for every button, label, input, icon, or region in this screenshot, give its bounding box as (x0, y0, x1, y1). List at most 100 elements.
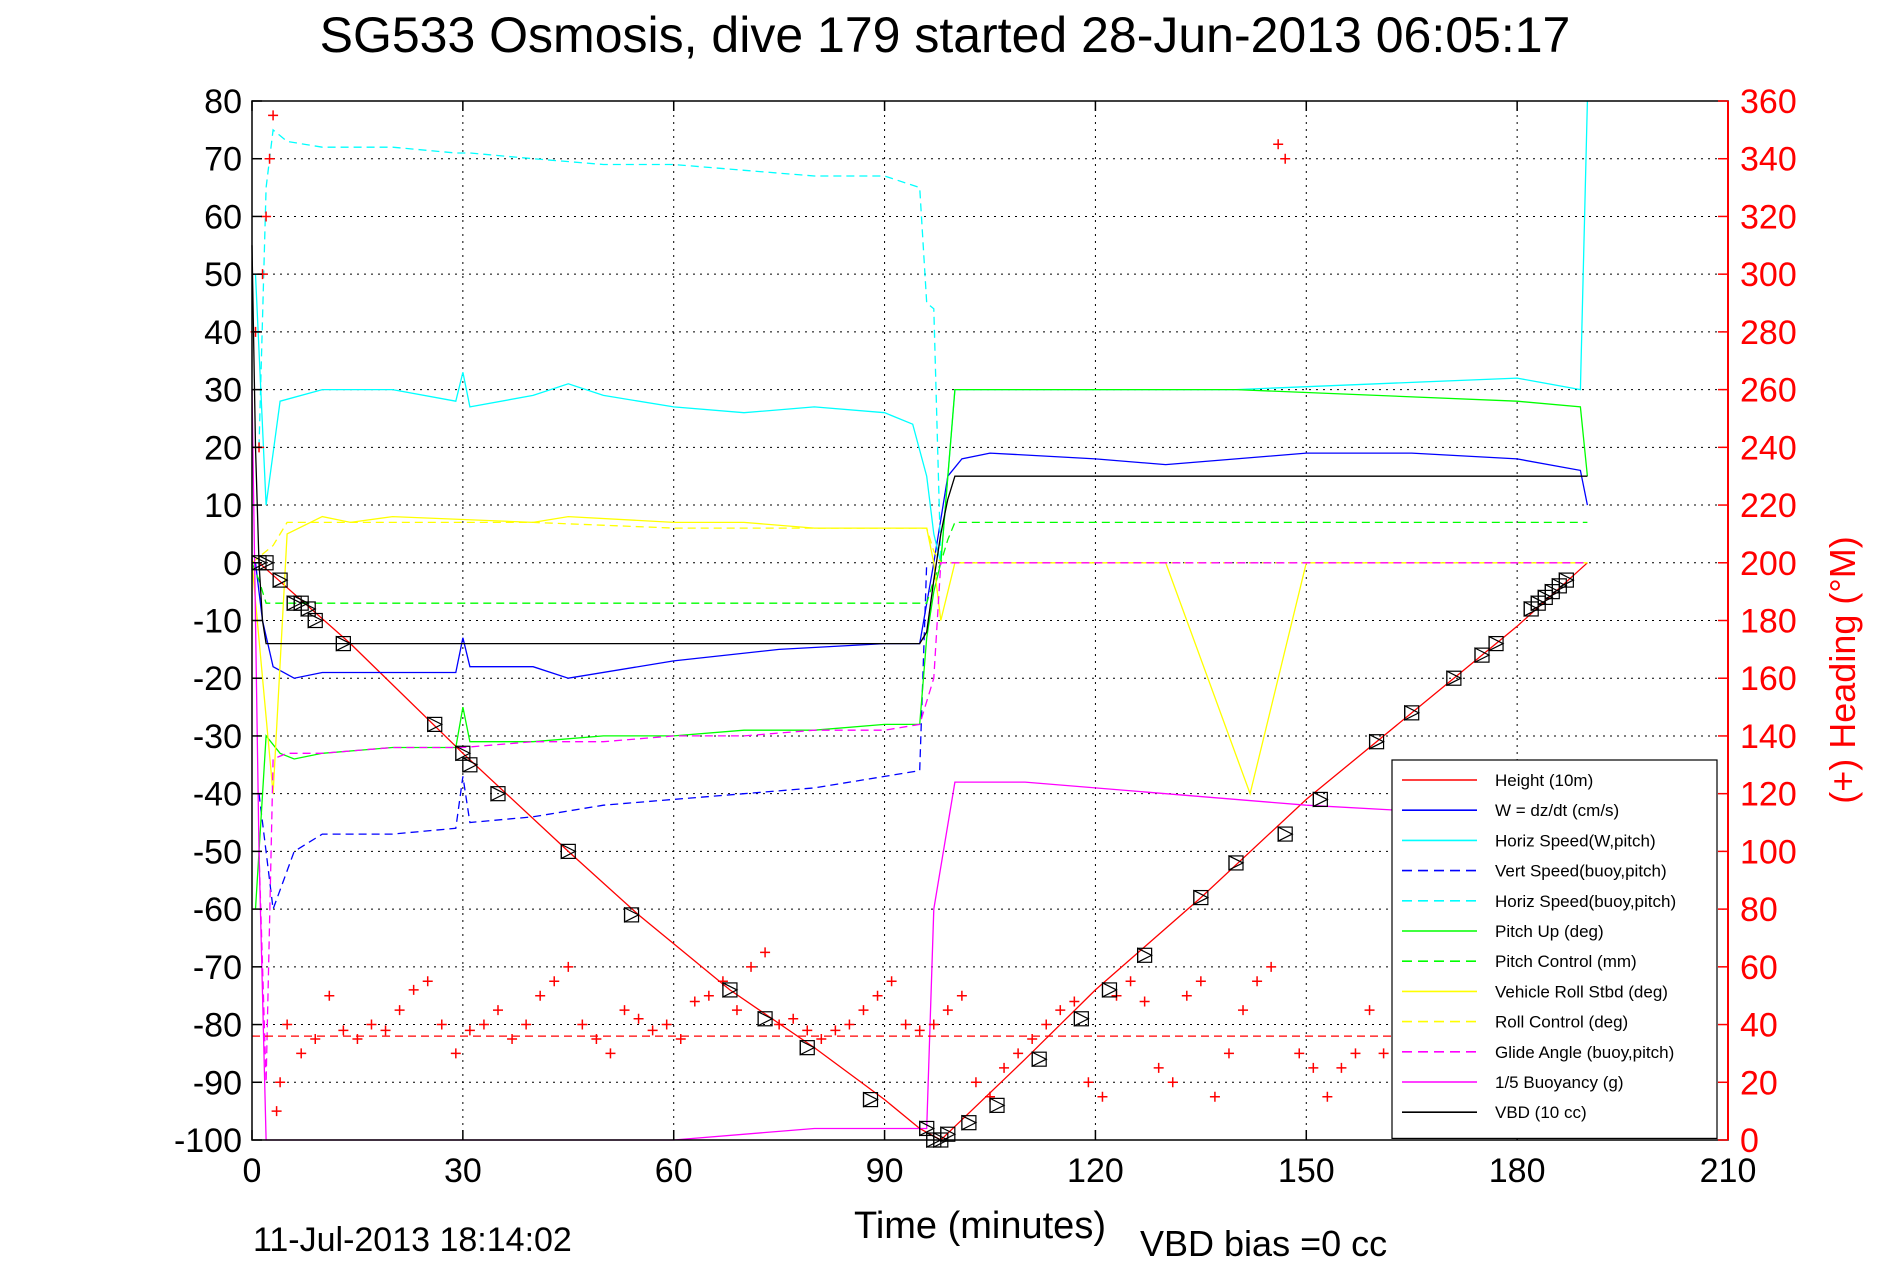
heading-point (1252, 976, 1263, 987)
heading-point (830, 1025, 841, 1036)
heading-point (264, 153, 275, 164)
marker-layer (251, 554, 1575, 1148)
marker-triangle (1193, 889, 1210, 906)
y2-tick-label: 320 (1740, 198, 1797, 236)
heading-point (422, 976, 433, 987)
heading-point (493, 1005, 503, 1016)
x-tick-label: 30 (444, 1152, 482, 1190)
marker-triangle (1488, 635, 1505, 652)
heading-point (999, 1062, 1010, 1073)
heading-point (774, 1019, 785, 1030)
legend-entry: 1/5 Buoyancy (g) (1495, 1073, 1624, 1092)
heading-point (282, 1019, 293, 1030)
heading-point (1013, 1048, 1024, 1059)
heading-point (1308, 1062, 1319, 1073)
heading-point (844, 1019, 855, 1030)
heading-point (1266, 961, 1277, 972)
y2-tick-label: 300 (1740, 256, 1797, 294)
height-marker (1228, 854, 1245, 871)
marker-triangle (1446, 670, 1463, 687)
heading-point (478, 1019, 489, 1030)
marker-triangle (560, 843, 577, 860)
x-tick-label: 0 (243, 1152, 262, 1190)
y-tick-label: -60 (193, 891, 242, 929)
marker-triangle (989, 1097, 1006, 1114)
height-marker (1312, 791, 1329, 808)
heading-point (900, 1019, 911, 1030)
heading-point (661, 1019, 672, 1030)
footer-timestamp: 11-Jul-2013 18:14:02 (253, 1221, 572, 1259)
marker-triangle (455, 745, 472, 762)
y-tick-label: 50 (204, 256, 242, 294)
y2-tick-label: 360 (1740, 83, 1797, 121)
height-marker (1446, 670, 1463, 687)
y-tick-label: -30 (193, 718, 242, 756)
y-tick-label: -40 (193, 776, 242, 814)
height-marker (490, 785, 507, 802)
height-marker (623, 906, 640, 923)
y2-tick-label: 340 (1740, 141, 1797, 179)
height-marker (1137, 947, 1153, 964)
height-marker (1031, 1051, 1048, 1068)
y2-tick-label: 0 (1740, 1122, 1759, 1160)
heading-point (675, 1033, 686, 1044)
y-tick-label: 30 (204, 372, 242, 410)
heading-point (1322, 1091, 1333, 1102)
marker-triangle (1031, 1051, 1048, 1068)
heading-point (1097, 1091, 1108, 1102)
heading-point (366, 1019, 377, 1030)
y2-tick-label: 180 (1740, 603, 1797, 641)
y-tick-label: 70 (204, 141, 242, 179)
marker-triangle (300, 600, 317, 617)
heading-point (1294, 1048, 1305, 1059)
marker-triangle (722, 981, 739, 998)
heading-point (1139, 996, 1150, 1007)
marker-triangle (1558, 572, 1575, 589)
heading-point (563, 961, 574, 972)
height-marker (1558, 572, 1575, 589)
heading-point (1273, 139, 1284, 150)
legend-entry: Horiz Speed(W,pitch) (1495, 831, 1656, 850)
heading-point (970, 1077, 981, 1088)
heading-point (956, 990, 967, 1001)
marker-triangle (1474, 647, 1491, 664)
heading-point (535, 990, 546, 1001)
heading-point (268, 110, 279, 121)
heading-point (1069, 996, 1080, 1007)
height-marker (757, 1010, 774, 1027)
x-tick-label: 210 (1700, 1152, 1757, 1190)
heading-point (1280, 153, 1291, 164)
y2-tick-label: 200 (1740, 545, 1797, 583)
heading-point (1223, 1048, 1234, 1059)
heading-point (577, 1019, 588, 1030)
y2-tick-label: 80 (1740, 891, 1778, 929)
marker-triangle (1137, 947, 1153, 964)
y-tick-label: 10 (204, 487, 242, 525)
height-marker (862, 1091, 879, 1108)
heading-point (1378, 1048, 1389, 1059)
height-marker (722, 981, 739, 998)
heading-point (271, 1106, 282, 1117)
y-tick-label: 40 (204, 314, 242, 352)
heading-point (1336, 1062, 1347, 1073)
y-tick-label: 80 (204, 83, 242, 121)
x-axis-label: Time (minutes) (854, 1205, 1106, 1247)
y-tick-label: 20 (204, 429, 242, 467)
right-axis-label: (+) Heading (°M) (1822, 536, 1863, 803)
heading-point (275, 1077, 286, 1088)
grid (252, 101, 1728, 1140)
heading-point (1055, 1005, 1066, 1016)
heading-point (872, 990, 883, 1001)
legend-entry: Height (10m) (1495, 771, 1593, 790)
heading-point (703, 990, 714, 1001)
heading-point (1238, 1005, 1249, 1016)
heading-point (914, 1025, 925, 1036)
y-tick-label: -20 (193, 660, 242, 698)
heading-point (619, 1005, 630, 1016)
heading-point (858, 1005, 869, 1016)
marker-triangle (1277, 826, 1294, 843)
height-marker (1474, 647, 1491, 664)
height-marker (560, 843, 577, 860)
